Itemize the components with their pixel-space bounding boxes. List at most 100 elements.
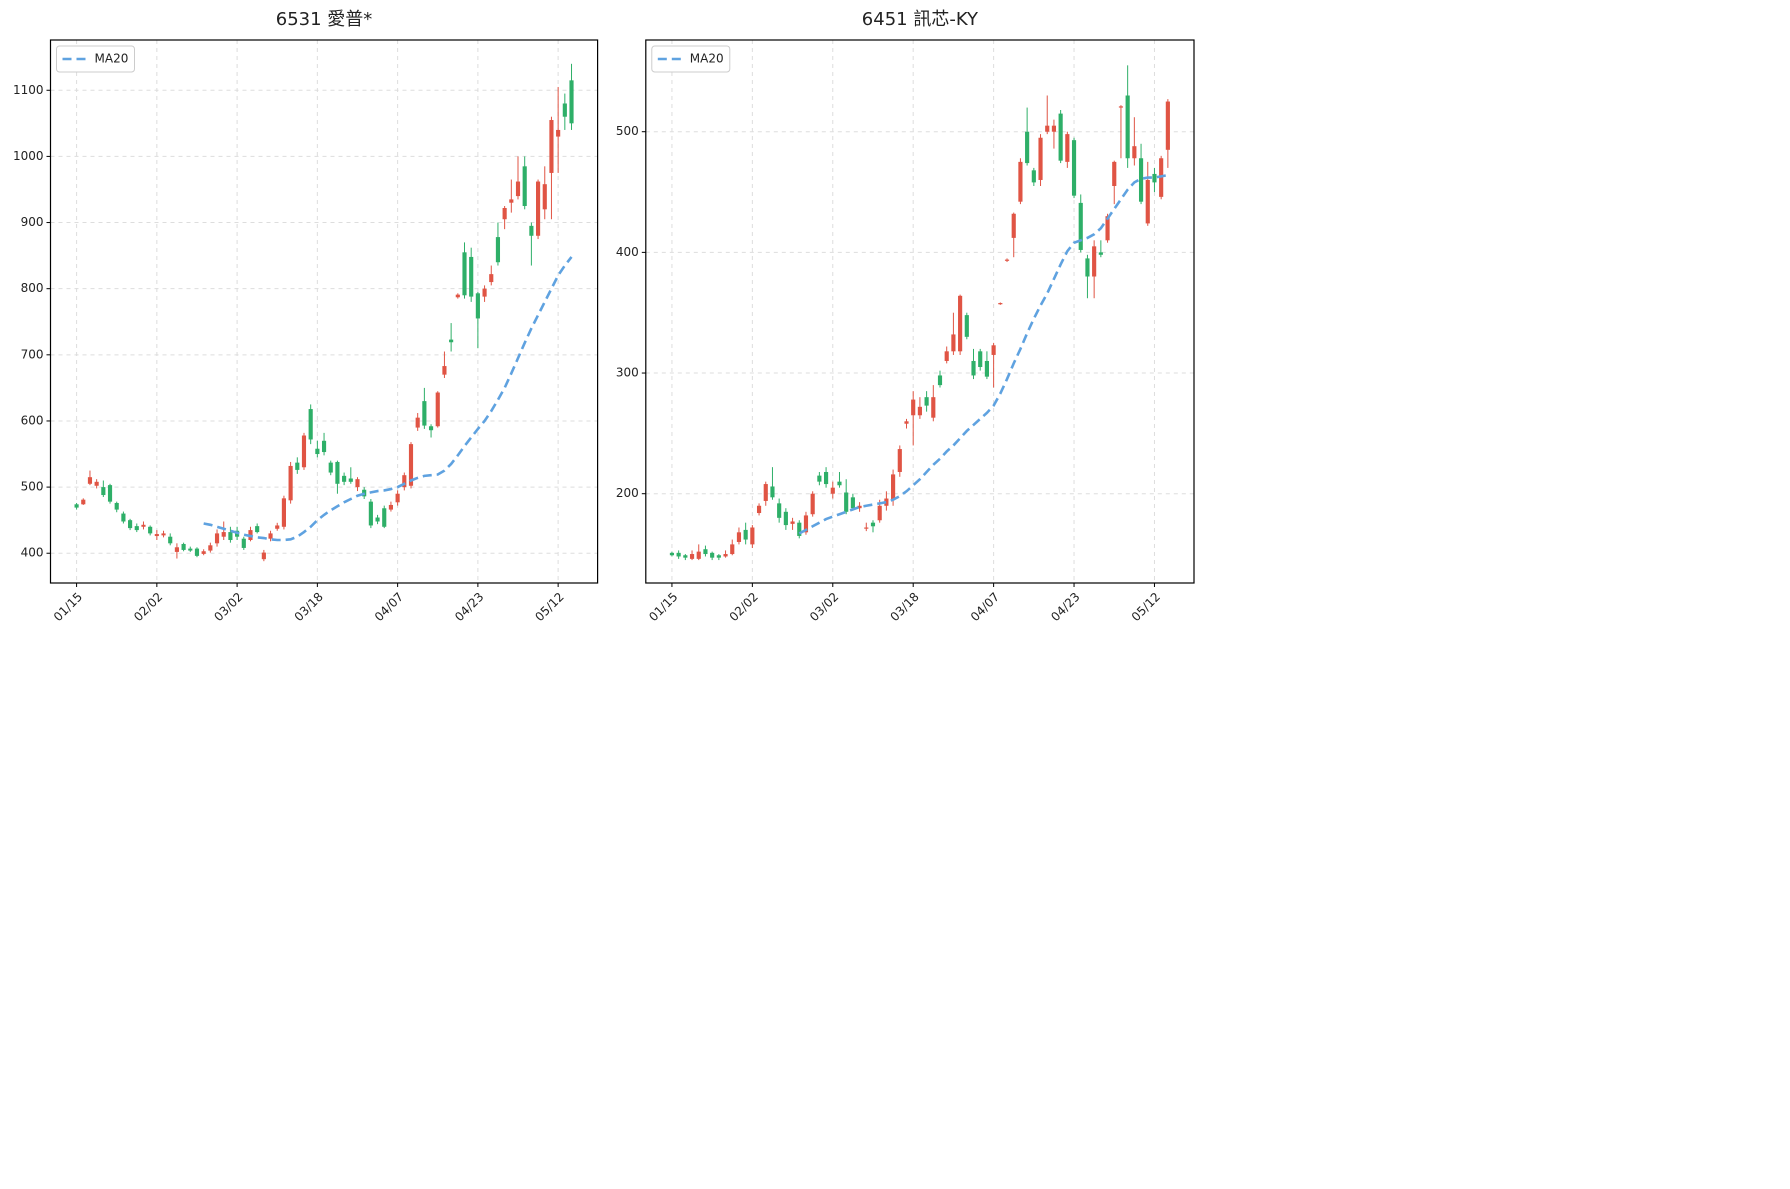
candle-body — [241, 538, 246, 548]
candle-body — [388, 504, 394, 510]
candle-body — [168, 536, 173, 544]
x-tick-label: 01/15 — [646, 590, 680, 624]
candle-body — [676, 552, 681, 557]
candle-body — [669, 552, 675, 556]
candle-body — [931, 397, 936, 418]
candle-body — [797, 522, 802, 536]
candle-body — [255, 526, 260, 533]
candle-body — [1092, 246, 1097, 277]
candle-body — [328, 462, 333, 473]
candle-body — [844, 492, 849, 512]
candle-body — [148, 526, 153, 534]
candle-body — [81, 499, 86, 505]
candle-body — [161, 533, 166, 536]
candle-body — [342, 475, 347, 482]
candle-body — [489, 274, 494, 283]
candle-body — [449, 339, 454, 343]
candle-body — [730, 544, 735, 555]
candle-body — [1138, 158, 1144, 202]
candle-body — [743, 529, 748, 540]
y-tick-label: 900 — [21, 215, 44, 229]
candle-body — [408, 444, 414, 486]
candle-body — [736, 532, 742, 542]
candle-body — [1045, 125, 1050, 132]
candle-body — [944, 351, 949, 361]
x-tick-label: 03/02 — [211, 590, 245, 624]
x-tick-label: 04/23 — [452, 590, 486, 624]
candle-body — [1058, 113, 1063, 161]
candle-body — [1105, 216, 1110, 241]
candle-body — [482, 288, 487, 297]
x-tick-label: 04/23 — [1048, 590, 1082, 624]
candle-body — [335, 461, 340, 484]
ma-line — [798, 173, 1169, 535]
candle-body — [515, 181, 521, 197]
candle-body — [1018, 161, 1023, 202]
candle-body — [128, 520, 133, 529]
candle-body — [864, 527, 869, 529]
candle-body — [1011, 213, 1016, 238]
candle-body — [375, 517, 380, 522]
y-tick-label: 500 — [21, 480, 44, 494]
candle-body — [790, 521, 795, 524]
x-tick-label: 02/02 — [131, 590, 165, 624]
candle-body — [462, 252, 467, 296]
candle-body — [937, 375, 943, 386]
candle-body — [830, 487, 835, 494]
candle-body — [817, 475, 822, 482]
candle-body — [221, 532, 226, 537]
plot-frame — [49, 39, 599, 584]
candle-body — [917, 406, 922, 416]
candle-body — [382, 508, 387, 527]
candle-body — [321, 440, 327, 453]
candle-body — [1065, 134, 1070, 162]
candle-body — [924, 397, 929, 406]
chart-title: 6531 愛普* — [276, 9, 373, 30]
candle-body — [509, 199, 514, 203]
candle-body — [911, 399, 916, 416]
candle-body — [261, 552, 266, 560]
candle-body — [435, 392, 440, 427]
candle-body — [683, 555, 688, 558]
candle-body — [1098, 252, 1103, 255]
candle-body — [991, 345, 996, 355]
legend-box — [651, 45, 731, 73]
candle-body — [301, 435, 307, 468]
x-tick-label: 02/02 — [727, 590, 761, 624]
candle-body — [402, 475, 407, 488]
candle-body — [228, 532, 233, 541]
candle-body — [756, 505, 762, 514]
y-tick-label: 1000 — [13, 149, 44, 163]
chart: 6451 訊芯-KY 200 300 400 500 01/15 02/02 03/02 03/… — [616, 9, 1195, 624]
candle-body — [703, 549, 708, 555]
candle-body — [723, 554, 728, 557]
candle-body — [288, 465, 293, 501]
candle-body — [134, 526, 139, 531]
candle-body — [823, 471, 829, 485]
y-tick-label: 400 — [21, 546, 44, 560]
candle-body — [475, 293, 480, 319]
y-tick-label: 800 — [21, 281, 44, 295]
candle-body — [1112, 161, 1117, 187]
candle-body — [750, 527, 755, 545]
candle-body — [1152, 173, 1157, 183]
candle-body — [174, 547, 179, 552]
x-tick-label: 04/07 — [372, 590, 406, 624]
candle-body — [1132, 146, 1137, 159]
candle-body — [101, 487, 106, 496]
x-tick-label: 05/12 — [1129, 590, 1163, 624]
candle-body — [850, 497, 855, 509]
candle-body — [281, 498, 286, 527]
candle-body — [978, 351, 983, 368]
candle-body — [141, 524, 146, 527]
candle-body — [810, 493, 815, 515]
y-tick-label: 200 — [616, 486, 639, 500]
candle-body — [87, 477, 93, 484]
candle-body — [295, 462, 300, 470]
candle-body — [763, 484, 768, 501]
candle-body — [783, 511, 788, 526]
chart: 6531 愛普* 400 500 600 700 800 900 1000 1100 01/15 0… — [13, 9, 599, 624]
candle-body — [1031, 170, 1036, 183]
y-tick-label: 700 — [21, 347, 44, 361]
